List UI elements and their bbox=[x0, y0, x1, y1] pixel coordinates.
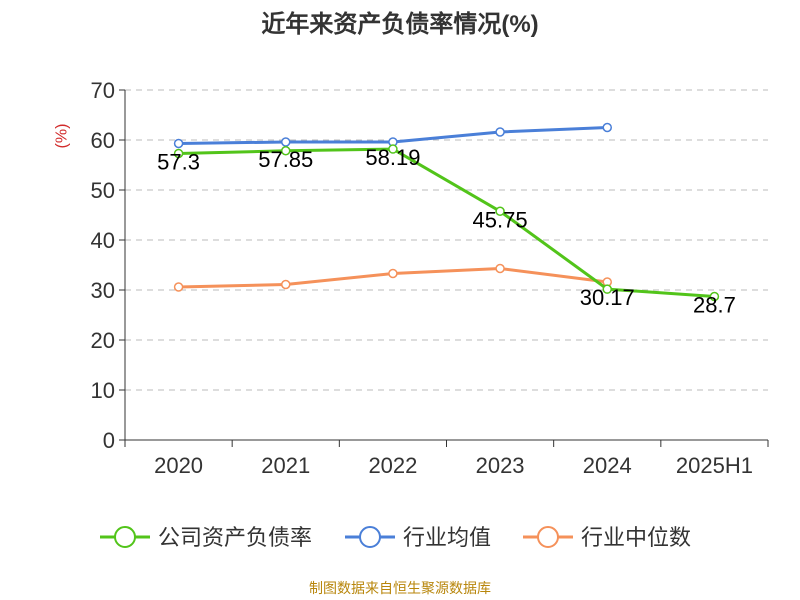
data-point bbox=[281, 137, 291, 147]
data-label: 57.3 bbox=[157, 150, 200, 175]
data-label: 58.19 bbox=[365, 145, 420, 170]
x-tick-label: 2020 bbox=[154, 453, 203, 478]
y-tick-label: 60 bbox=[91, 128, 115, 153]
y-tick-label: 50 bbox=[91, 178, 115, 203]
chart-title: 近年来资产负债率情况(%) bbox=[261, 11, 539, 38]
legend-marker bbox=[359, 526, 381, 548]
data-point bbox=[173, 282, 184, 292]
legend-marker bbox=[537, 526, 559, 548]
y-tick-label: 0 bbox=[103, 428, 115, 453]
data-point bbox=[388, 144, 398, 154]
data-point bbox=[495, 263, 505, 274]
legend-marker bbox=[114, 526, 136, 548]
data-label: 28.7 bbox=[693, 293, 736, 318]
data-point bbox=[281, 279, 291, 290]
x-tick-label: 2022 bbox=[368, 453, 417, 478]
legend-label: 行业中位数 bbox=[581, 525, 691, 550]
data-point bbox=[495, 127, 505, 137]
legend-label: 行业均值 bbox=[403, 525, 491, 550]
y-tick-label: 40 bbox=[91, 228, 115, 253]
data-point bbox=[602, 284, 612, 294]
data-label: 30.17 bbox=[580, 285, 635, 310]
data-point bbox=[388, 268, 398, 279]
data-point bbox=[709, 291, 720, 302]
y-tick-label: 70 bbox=[91, 78, 115, 103]
data-point bbox=[495, 206, 505, 216]
data-source-note: 制图数据来自恒生聚源数据库 bbox=[309, 580, 491, 596]
series-line bbox=[178, 147, 715, 298]
data-label: 57.85 bbox=[258, 147, 313, 172]
y-tick-label: 10 bbox=[91, 378, 115, 403]
data-label: 45.75 bbox=[473, 207, 528, 232]
x-tick-label: 2023 bbox=[476, 453, 525, 478]
legend-label: 公司资产负债率 bbox=[158, 525, 312, 550]
x-tick-label: 2024 bbox=[583, 453, 632, 478]
x-tick-label: 2025H1 bbox=[676, 453, 753, 478]
data-point bbox=[281, 146, 291, 156]
y-tick-label: 30 bbox=[91, 278, 115, 303]
data-point bbox=[602, 122, 612, 133]
x-tick-label: 2021 bbox=[261, 453, 310, 478]
data-point bbox=[173, 148, 184, 159]
data-point bbox=[173, 138, 184, 149]
y-tick-label: 20 bbox=[91, 328, 115, 353]
